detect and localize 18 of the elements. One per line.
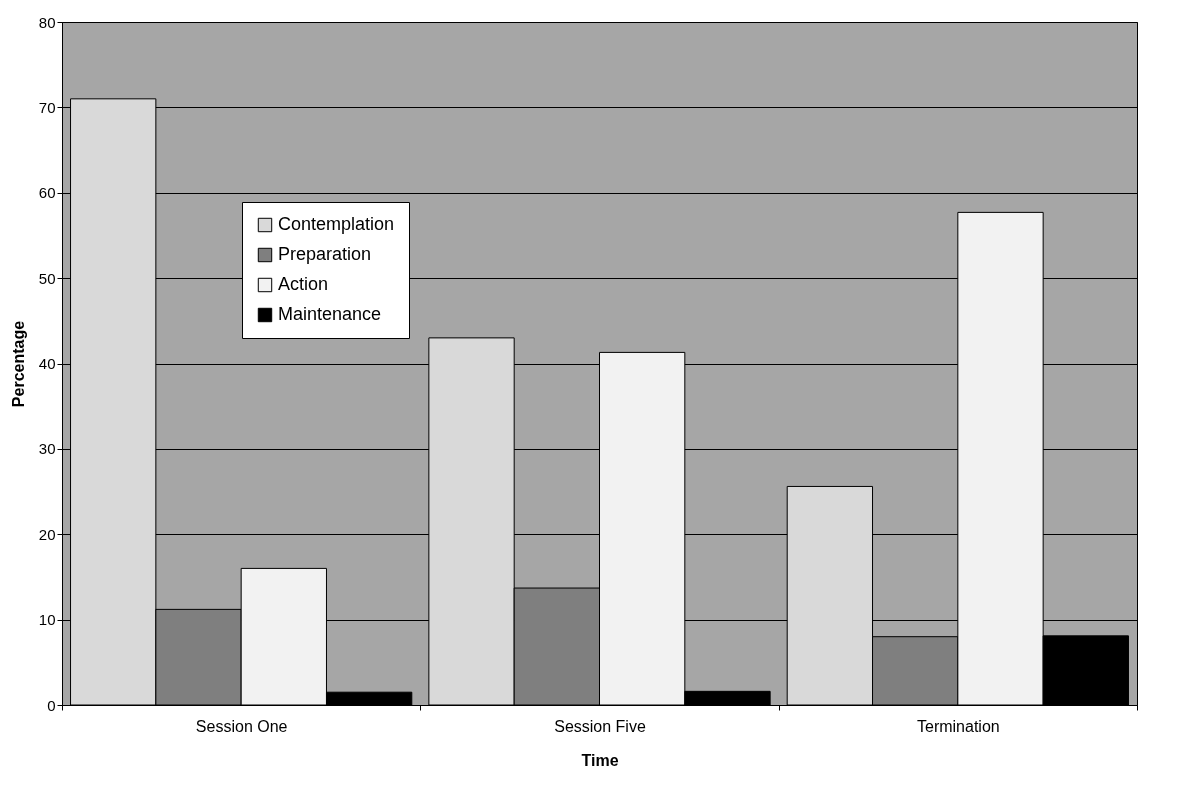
y-tick-label: 40: [38, 355, 56, 372]
x-tick-label: Session One: [195, 717, 288, 735]
legend-label: Maintenance: [278, 304, 382, 324]
x-axis-title: Time: [581, 751, 619, 769]
legend-label: Contemplation: [278, 214, 395, 234]
y-axis-title: Percentage: [9, 320, 27, 408]
y-tick-label: 80: [38, 13, 56, 31]
y-tick-label: 60: [38, 184, 56, 202]
x-tick-label: Termination: [916, 717, 1000, 735]
y-tick-label: 0: [47, 696, 56, 714]
legend-label: Preparation: [278, 244, 372, 264]
legend-label: Action: [278, 274, 329, 294]
y-tick-label: 70: [38, 98, 56, 116]
y-tick-label: 50: [38, 269, 56, 287]
x-tick-label: Session Five: [554, 717, 646, 735]
y-tick-label: 10: [38, 611, 56, 629]
y-tick-label: 20: [38, 525, 56, 543]
y-tick-label: 30: [38, 440, 56, 458]
